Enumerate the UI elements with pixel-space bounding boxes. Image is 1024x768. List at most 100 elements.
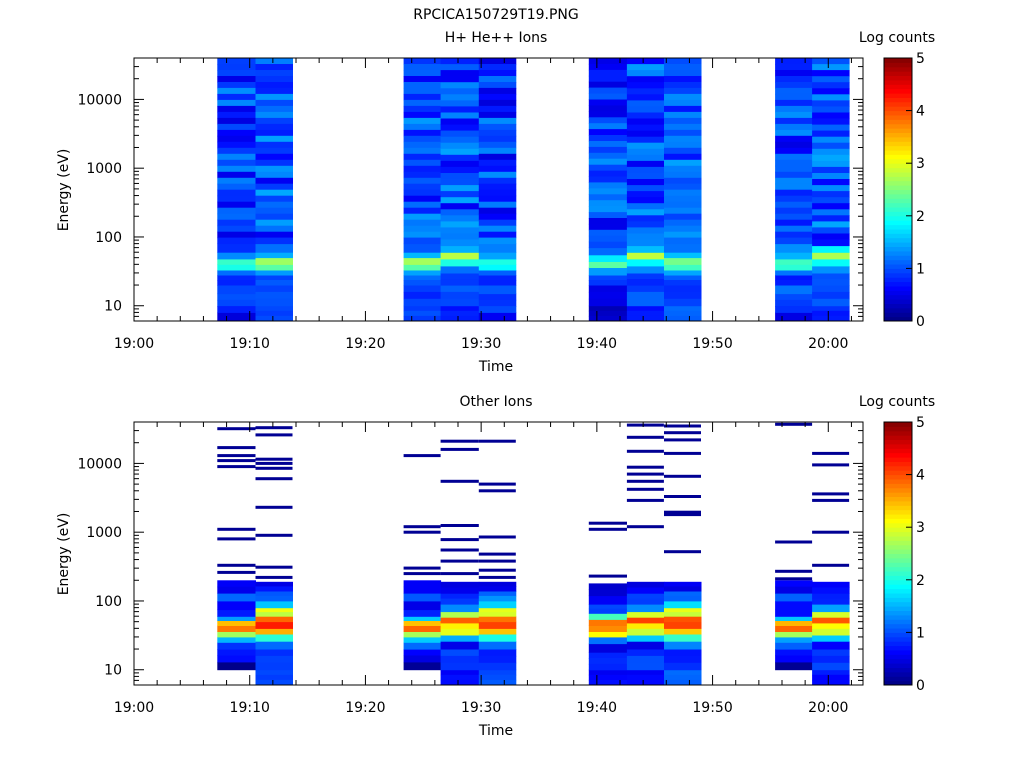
- heatmap-cell: [775, 299, 813, 307]
- heatmap-column: [775, 58, 813, 322]
- heatmap-cell: [217, 593, 256, 602]
- heatmap-cell: [775, 189, 813, 197]
- y-tick-label: 100: [95, 230, 122, 246]
- heatmap-cell: [255, 99, 293, 107]
- heatmap-cell: [812, 265, 850, 274]
- colorbar-swatch: [884, 106, 912, 112]
- heatmap-cell: [440, 221, 480, 228]
- heatmap-cell: [440, 197, 480, 204]
- heatmap-cell: [440, 142, 480, 150]
- colorbar-swatch: [884, 549, 912, 554]
- heatmap-cell: [440, 245, 480, 253]
- heatmap-cell: [217, 195, 256, 203]
- heatmap-cell: [217, 189, 256, 197]
- colorbar-tick-label: 4: [916, 104, 925, 120]
- heatmap-cell: [440, 310, 480, 317]
- heatmap-cell: [217, 649, 256, 656]
- heatmap-cell: [255, 257, 293, 265]
- colorbar-swatch: [884, 593, 912, 598]
- heatmap-cell: [255, 189, 293, 197]
- colorbar-swatch: [884, 443, 912, 449]
- colorbar-swatch: [884, 439, 912, 445]
- heatmap-cell: [478, 306, 517, 313]
- heatmap-cell: [664, 270, 702, 276]
- heatmap-cell: [664, 123, 702, 131]
- heatmap-cell: [664, 147, 702, 155]
- colorbar-swatch: [884, 553, 912, 559]
- heatmap-cell: [440, 130, 480, 138]
- colorbar-swatch: [884, 255, 912, 261]
- heatmap-cell: [403, 76, 442, 83]
- heatmap-cell: [775, 165, 813, 173]
- heatmap-cell: [255, 64, 293, 71]
- heatmap-cell: [478, 183, 517, 191]
- heatmap-cell: [255, 58, 293, 65]
- heatmap-cell: [626, 310, 665, 317]
- heatmap-column: [626, 58, 665, 322]
- heatmap-cell: [775, 70, 813, 77]
- heatmap-cell: [588, 267, 628, 276]
- heatmap-cell: [403, 625, 442, 632]
- heatmap-cell: [403, 195, 442, 203]
- heatmap-cell: [478, 105, 517, 113]
- heatmap-cell: [812, 70, 850, 77]
- heatmap-cell: [403, 129, 442, 137]
- heatmap-cell: [812, 239, 850, 247]
- heatmap-cell: [217, 258, 256, 265]
- heatmap-streak: [478, 552, 516, 556]
- colorbar-swatch: [884, 237, 912, 243]
- colorbar-swatch: [884, 518, 912, 524]
- heatmap-cell: [440, 173, 480, 180]
- colorbar-swatch: [884, 58, 912, 63]
- heatmap-cell: [626, 58, 665, 65]
- heatmap-cell: [812, 581, 850, 588]
- heatmap-cell: [775, 620, 813, 626]
- heatmap-cell: [255, 674, 293, 681]
- heatmap-cell: [588, 229, 628, 237]
- heatmap-streak: [664, 438, 701, 442]
- colorbar-swatch: [884, 233, 912, 239]
- heatmap-cell: [255, 679, 293, 686]
- heatmap-cell: [812, 611, 850, 618]
- heatmap-cell: [664, 82, 702, 89]
- heatmap-cell: [588, 643, 628, 653]
- plot-frame: [133, 421, 864, 686]
- heatmap-cell: [626, 154, 665, 162]
- colorbar-swatch: [884, 158, 912, 164]
- heatmap-cell: [812, 191, 850, 198]
- heatmap-cell: [588, 261, 628, 268]
- heatmap-cell: [217, 225, 256, 233]
- heatmap-cell: [812, 604, 850, 613]
- heatmap-cell: [440, 662, 480, 671]
- heatmap-cell: [664, 590, 702, 597]
- heatmap-cell: [478, 649, 517, 657]
- colorbar-tick-label: 0: [916, 678, 925, 694]
- x-axis-label: Time: [478, 723, 513, 739]
- heatmap-cell: [440, 587, 480, 594]
- heatmap-cell: [478, 231, 517, 239]
- heatmap-cell: [775, 293, 813, 301]
- heatmap-cell: [775, 76, 813, 83]
- heatmap-cell: [255, 70, 293, 77]
- heatmap-cell: [255, 621, 293, 629]
- heatmap-cell: [255, 111, 293, 119]
- heatmap-cell: [775, 649, 813, 656]
- colorbar-swatch: [884, 228, 912, 234]
- heatmap-cell: [403, 661, 442, 671]
- heatmap-cell: [775, 195, 813, 203]
- heatmap-cell: [403, 636, 442, 643]
- heatmap-cell: [217, 616, 256, 621]
- heatmap-cell: [217, 625, 256, 632]
- heatmap-cell: [440, 252, 480, 260]
- colorbar-swatch: [884, 588, 912, 594]
- colorbar-swatch: [884, 189, 912, 195]
- colorbar-swatch: [884, 246, 912, 252]
- colorbar-swatch: [884, 479, 912, 484]
- heatmap-streak: [588, 574, 627, 578]
- heatmap-cell: [255, 275, 293, 281]
- heatmap-cell: [403, 270, 442, 276]
- heatmap-cell: [812, 227, 850, 234]
- heatmap-cell: [403, 64, 442, 71]
- heatmap-cell: [440, 669, 480, 676]
- heatmap-cell: [255, 310, 293, 317]
